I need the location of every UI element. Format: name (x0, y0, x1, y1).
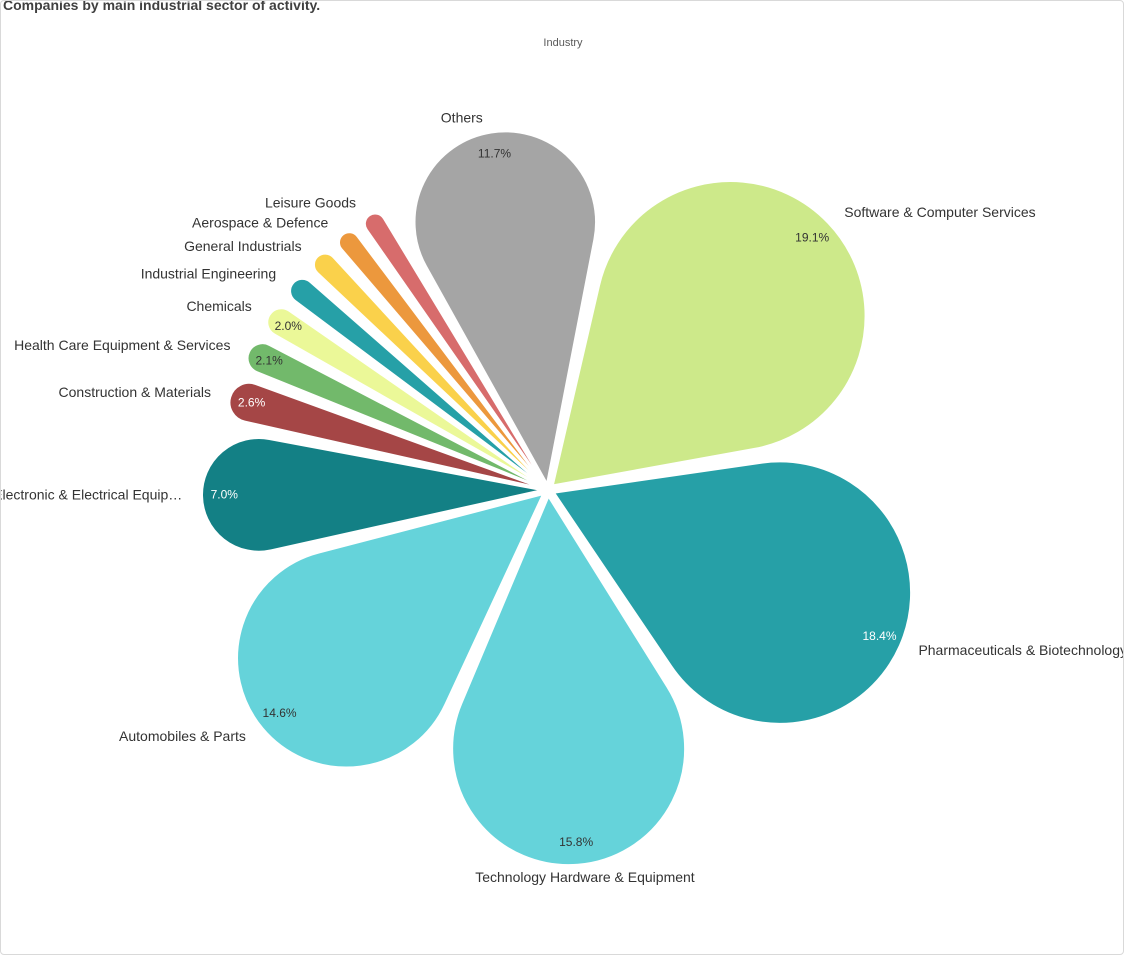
pie-petal (247, 342, 543, 488)
category-label: Chemicals (186, 298, 251, 314)
pie-petal (236, 493, 544, 768)
value-label: 2.1% (255, 353, 283, 367)
category-label: Industrial Engineering (141, 265, 276, 281)
chart-subtitle: Industry (543, 37, 583, 49)
pie-petal (552, 180, 867, 486)
chart-title: Companies by main industrial sector of a… (3, 0, 321, 13)
pie-petal (266, 307, 543, 488)
category-label: Automobiles & Parts (119, 728, 246, 744)
pie-petal (313, 253, 544, 486)
category-label: Software & Computer Services (844, 204, 1035, 220)
pie-petal (414, 130, 597, 484)
value-label: 14.6% (263, 706, 297, 720)
category-label: Technology Hardware & Equipment (475, 869, 695, 885)
pie-petal (289, 278, 544, 487)
value-label: 19.1% (795, 230, 829, 244)
pie-petal (451, 496, 686, 866)
pie-petal (364, 213, 545, 485)
category-label: Electronic & Electrical Equip… (1, 487, 182, 503)
pie-petal (553, 460, 912, 725)
category-label: General Industrials (184, 238, 302, 254)
category-label: Pharmaceuticals & Biotechnology (918, 642, 1123, 658)
value-label: 18.4% (863, 629, 897, 643)
pie-petal (229, 382, 543, 489)
category-label: Health Care Equipment & Services (14, 337, 230, 353)
category-label: Leisure Goods (265, 194, 356, 210)
value-label: 2.6% (238, 395, 266, 409)
category-label: Others (441, 110, 483, 126)
category-label: Aerospace & Defence (192, 214, 328, 230)
value-label: 11.7% (478, 147, 511, 161)
value-label: 15.8% (559, 835, 593, 849)
value-label: 7.0% (211, 488, 239, 502)
value-label: 2.0% (275, 319, 303, 333)
category-label: Construction & Materials (59, 384, 212, 400)
pie-petal (201, 437, 542, 553)
pie-petal (338, 231, 545, 486)
